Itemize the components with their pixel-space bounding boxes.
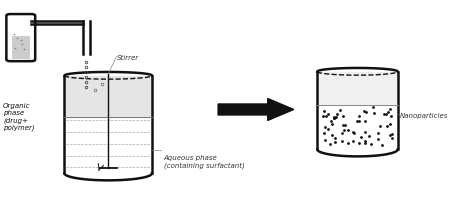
Text: Stirrer: Stirrer <box>117 54 138 60</box>
Text: Nanoparticles: Nanoparticles <box>400 112 448 118</box>
FancyArrow shape <box>218 99 294 121</box>
Text: Organic
phase
(drug+
polymer): Organic phase (drug+ polymer) <box>3 103 35 131</box>
Bar <box>12 37 29 60</box>
FancyBboxPatch shape <box>6 15 35 62</box>
Text: Aqueous phase
(containing surfactant): Aqueous phase (containing surfactant) <box>164 155 245 168</box>
